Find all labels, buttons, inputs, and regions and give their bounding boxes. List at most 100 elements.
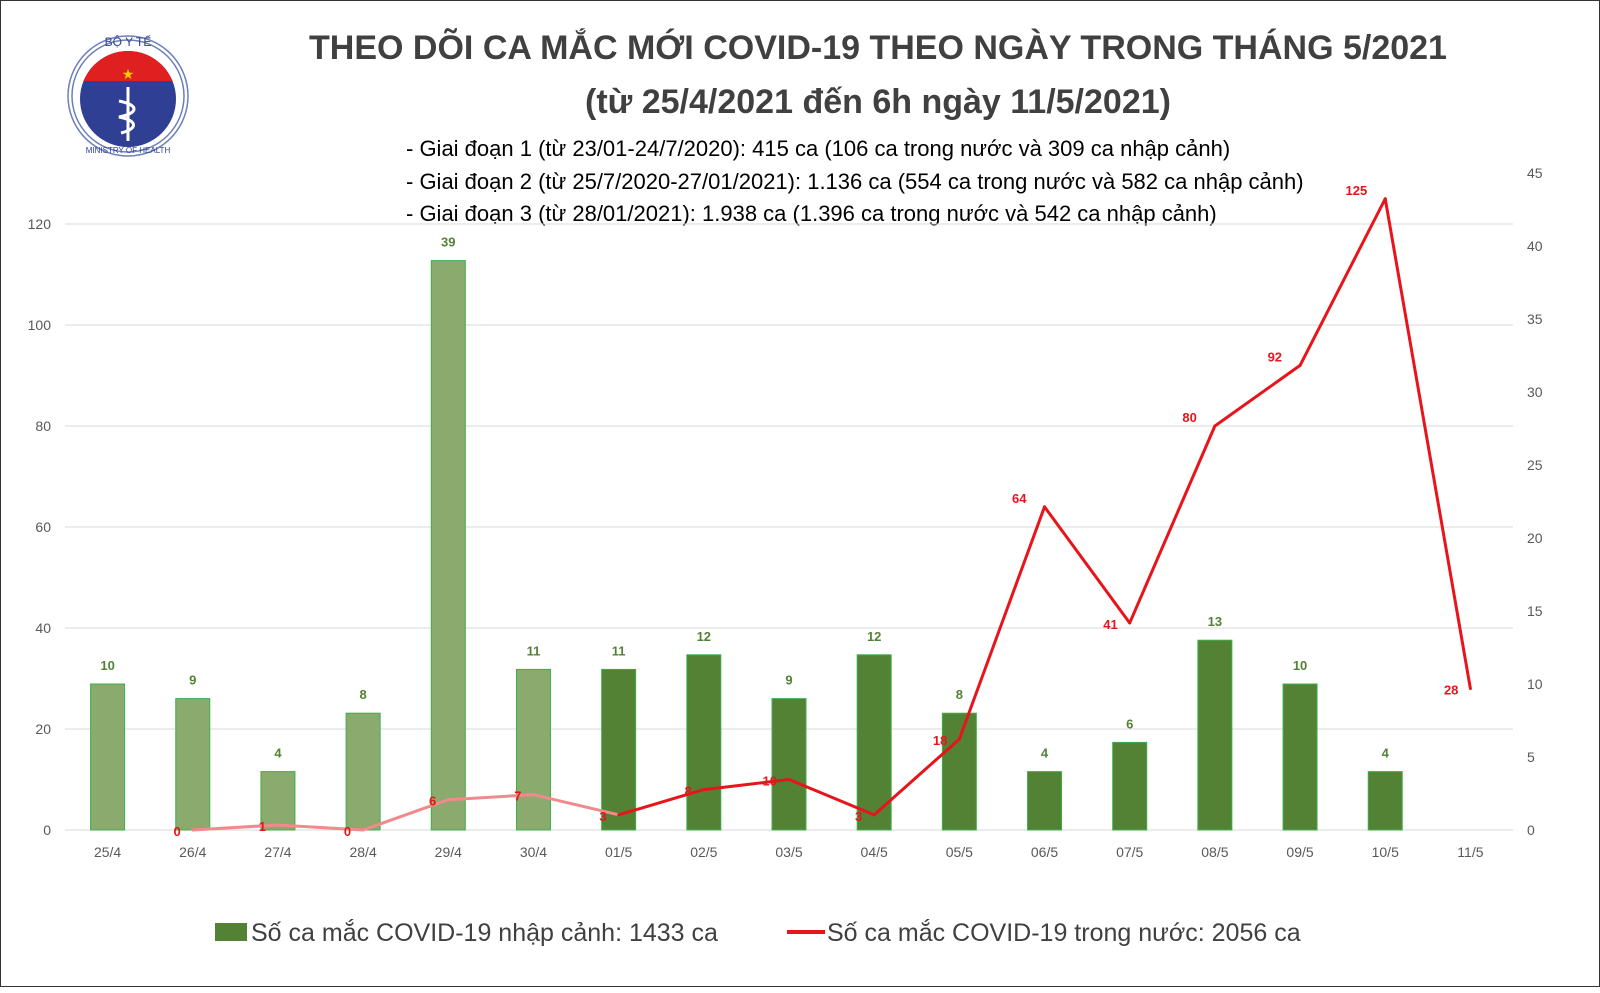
line-data-label: 28 bbox=[1444, 683, 1458, 698]
bar-data-label: 11 bbox=[612, 643, 626, 658]
left-axis-tick: 120 bbox=[28, 216, 52, 232]
line-segment bbox=[872, 737, 961, 817]
line-segment bbox=[702, 778, 791, 792]
line-segment bbox=[276, 823, 365, 832]
line-data-label: 92 bbox=[1268, 349, 1282, 364]
x-axis-tick: 02/5 bbox=[690, 844, 717, 860]
left-axis-tick: 0 bbox=[43, 822, 51, 838]
bar bbox=[345, 712, 381, 831]
bar-data-label: 39 bbox=[441, 235, 455, 250]
x-axis-tick: 11/5 bbox=[1457, 844, 1483, 860]
x-axis-tick: 04/5 bbox=[861, 844, 888, 860]
note-1: - Giai đoạn 1 (từ 23/01-24/7/2020): 415 … bbox=[406, 136, 1230, 161]
chart-title: THEO DÕI CA MẮC MỚI COVID-19 THEO NGÀY T… bbox=[309, 29, 1447, 67]
bar bbox=[515, 668, 551, 831]
bar bbox=[601, 668, 637, 831]
bar-data-label: 4 bbox=[274, 746, 282, 761]
line-data-label: 0 bbox=[344, 824, 351, 839]
line-data-label: 8 bbox=[685, 784, 692, 799]
line-data-label: 3 bbox=[855, 809, 862, 824]
x-axis-tick: 01/5 bbox=[605, 844, 632, 860]
bar bbox=[1027, 771, 1063, 831]
line-segment bbox=[531, 793, 621, 817]
legend: Số ca mắc COVID-19 nhập cảnh: 1433 ca Số… bbox=[215, 918, 1301, 947]
bar bbox=[686, 654, 722, 831]
chart-subtitle: (từ 25/4/2021 đến 6h ngày 11/5/2021) bbox=[585, 83, 1171, 121]
line-data-label: 0 bbox=[174, 824, 181, 839]
line-segment bbox=[446, 793, 535, 802]
bar bbox=[175, 698, 211, 831]
legend-swatch-bar bbox=[215, 923, 247, 941]
x-axis-tick: 07/5 bbox=[1116, 844, 1143, 860]
line-data-label: 80 bbox=[1182, 410, 1196, 425]
x-axis-tick: 25/4 bbox=[94, 844, 121, 860]
x-axis-tick: 27/4 bbox=[264, 844, 291, 860]
note-2: - Giai đoạn 2 (từ 25/7/2020-27/01/2021):… bbox=[406, 169, 1304, 194]
line-data-label: 41 bbox=[1103, 617, 1117, 632]
left-axis-tick: 100 bbox=[28, 317, 52, 333]
line-segment bbox=[1298, 197, 1387, 367]
right-axis-tick: 10 bbox=[1527, 676, 1543, 692]
right-axis-tick: 5 bbox=[1527, 749, 1535, 765]
x-axis-tick: 05/5 bbox=[946, 844, 973, 860]
line-data-label: 3 bbox=[599, 809, 606, 824]
right-axis-tick: 30 bbox=[1527, 384, 1543, 400]
left-axis-tick: 80 bbox=[35, 418, 51, 434]
bar bbox=[1282, 683, 1318, 831]
bar-data-label: 11 bbox=[527, 643, 541, 658]
bar-data-label: 10 bbox=[100, 658, 114, 673]
line-data-label: 6 bbox=[429, 794, 436, 809]
bar-data-label: 10 bbox=[1293, 658, 1307, 673]
bar bbox=[941, 712, 977, 831]
x-axis-tick: 26/4 bbox=[179, 844, 206, 860]
right-axis-tick: 40 bbox=[1527, 238, 1543, 254]
note-3: - Giai đoạn 3 (từ 28/01/2021): 1.938 ca … bbox=[406, 201, 1217, 226]
svg-text:★: ★ bbox=[122, 66, 135, 82]
ministry-of-health-logo: ★ BỘ Y TẾ MINISTRY OF HEALTH bbox=[67, 34, 189, 157]
right-axis-tick: 35 bbox=[1527, 311, 1543, 327]
bar bbox=[1197, 639, 1233, 831]
bar-data-label: 6 bbox=[1126, 716, 1133, 731]
line-data-label: 125 bbox=[1346, 183, 1368, 198]
x-axis-tick: 03/5 bbox=[775, 844, 802, 860]
right-axis-tick: 15 bbox=[1527, 603, 1543, 619]
bar bbox=[1367, 771, 1403, 831]
line-segment bbox=[1043, 505, 1132, 625]
bar bbox=[90, 683, 126, 831]
line-segment bbox=[191, 823, 280, 832]
bar-data-label: 12 bbox=[867, 629, 881, 644]
line-data-label: 18 bbox=[933, 733, 947, 748]
bar-data-label: 8 bbox=[360, 687, 367, 702]
bar-data-label: 12 bbox=[697, 629, 711, 644]
line-segment bbox=[617, 788, 706, 817]
x-axis-tick: 10/5 bbox=[1372, 844, 1399, 860]
bar bbox=[430, 260, 466, 831]
left-axis-tick: 40 bbox=[35, 620, 51, 636]
bar bbox=[771, 698, 807, 831]
line-data-label: 1 bbox=[259, 819, 266, 834]
x-axis-tick: 06/5 bbox=[1031, 844, 1058, 860]
x-axis-tick: 09/5 bbox=[1286, 844, 1313, 860]
left-axis-tick: 60 bbox=[35, 519, 51, 535]
line-segment bbox=[1383, 197, 1472, 691]
right-axis-tick: 0 bbox=[1527, 822, 1535, 838]
line-segment bbox=[1213, 363, 1302, 428]
x-axis-tick: 29/4 bbox=[435, 844, 462, 860]
right-axis-tick: 45 bbox=[1527, 165, 1543, 181]
bar bbox=[260, 771, 296, 831]
left-axis-tick: 20 bbox=[35, 721, 51, 737]
bar bbox=[856, 654, 892, 831]
legend-label-line: Số ca mắc COVID-19 trong nước: 2056 ca bbox=[827, 918, 1301, 947]
line-segment bbox=[957, 505, 1047, 741]
legend-label-bar: Số ca mắc COVID-19 nhập cảnh: 1433 ca bbox=[251, 918, 718, 947]
bar-data-label: 8 bbox=[956, 687, 963, 702]
line-data-label: 10 bbox=[763, 774, 777, 789]
right-axis-tick: 25 bbox=[1527, 457, 1543, 473]
line-segment bbox=[1128, 424, 1217, 625]
bar-data-label: 4 bbox=[1382, 746, 1390, 761]
bar-data-label: 9 bbox=[785, 673, 792, 688]
line-segment bbox=[787, 778, 876, 817]
right-axis-tick: 20 bbox=[1527, 530, 1543, 546]
